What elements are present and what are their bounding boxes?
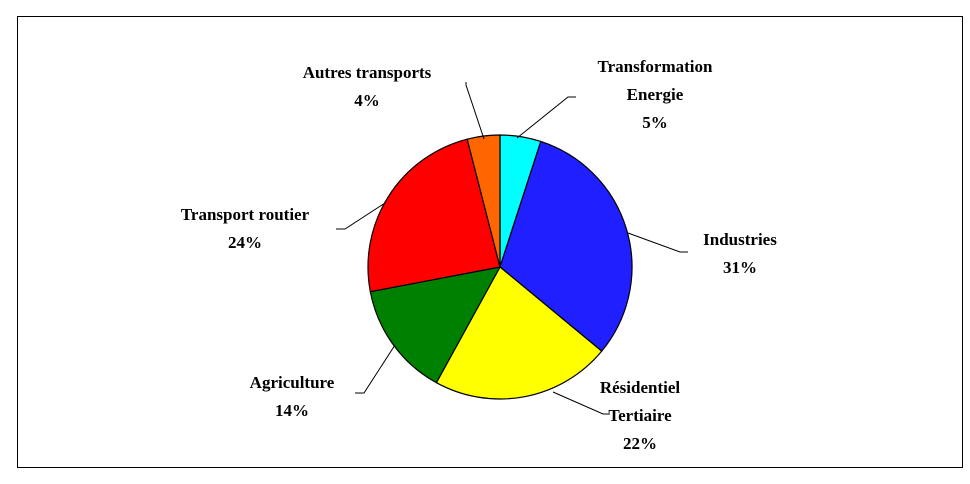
chart-frame	[17, 16, 963, 468]
pie-slice	[435, 266, 603, 400]
slice-label: Agriculture 14%	[250, 369, 335, 425]
slice-label: Transport routier 24%	[181, 201, 309, 257]
leader-line	[627, 232, 688, 253]
category-label: Autres transports	[302, 63, 432, 82]
category-label: Agriculture	[249, 373, 335, 392]
category-label: Transformation Energie	[597, 57, 713, 104]
leader-line	[552, 391, 610, 415]
category-label: Transport routier	[180, 205, 310, 224]
slice-label: Résidentiel Tertiaire 22%	[600, 374, 680, 458]
pie-slice	[499, 140, 633, 352]
category-label: Industries	[703, 230, 777, 249]
pie-slice	[367, 138, 501, 293]
leader-line	[336, 202, 386, 230]
slice-label: Industries 31%	[703, 226, 777, 282]
value-label: 4%	[354, 91, 380, 110]
value-label: 22%	[623, 434, 657, 453]
value-label: 5%	[642, 113, 668, 132]
value-label: 24%	[228, 233, 262, 252]
slice-label: Transformation Energie 5%	[598, 53, 713, 137]
value-label: 31%	[723, 258, 757, 277]
slice-label: Autres transports 4%	[303, 59, 432, 115]
leader-line	[355, 344, 396, 394]
leader-line	[516, 96, 576, 139]
value-label: 14%	[274, 401, 309, 420]
leader-line	[465, 82, 485, 140]
category-label: Résidentiel Tertiaire	[599, 378, 681, 425]
pie-slice	[369, 266, 502, 384]
